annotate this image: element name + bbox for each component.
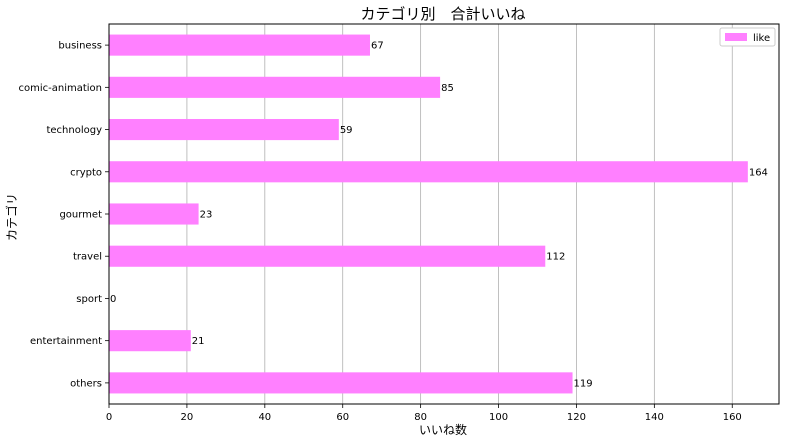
y-tick-label-entertainment: entertainment xyxy=(30,336,102,347)
data-label-technology: 59 xyxy=(340,125,353,136)
bar-crypto xyxy=(109,161,748,183)
data-label-travel: 112 xyxy=(546,252,565,263)
y-tick-label-others: others xyxy=(70,378,102,389)
y-tick-label-business: business xyxy=(58,41,102,52)
data-label-business: 67 xyxy=(371,41,384,52)
x-tick-label: 160 xyxy=(723,412,742,423)
data-label-sport: 0 xyxy=(110,294,116,305)
data-label-gourmet: 23 xyxy=(200,210,213,221)
bar-others xyxy=(109,372,573,394)
y-tick-label-crypto: crypto xyxy=(70,167,102,178)
x-axis-label: いいね数 xyxy=(419,422,467,437)
bar-business xyxy=(109,34,370,56)
x-tick-label: 40 xyxy=(258,412,271,423)
bar-entertainment xyxy=(109,330,191,352)
data-labels: 67 85 59 164 23 112 0 21 119 xyxy=(110,41,768,390)
chart-title: カテゴリ別 合計いいね xyxy=(360,5,525,23)
y-tick-label-sport: sport xyxy=(76,294,102,305)
data-label-others: 119 xyxy=(574,378,593,389)
x-tick-label: 60 xyxy=(336,412,349,423)
legend-label: like xyxy=(753,33,770,44)
x-tick-label: 80 xyxy=(414,412,427,423)
y-tick-label-technology: technology xyxy=(46,125,102,136)
y-tick-label-comic-animation: comic-animation xyxy=(18,83,102,94)
bar-technology xyxy=(109,119,339,141)
x-tick-label: 140 xyxy=(645,412,664,423)
x-tick-label: 0 xyxy=(106,412,112,423)
y-axis-label: カテゴリ xyxy=(4,193,19,241)
data-label-entertainment: 21 xyxy=(192,336,205,347)
y-tick-label-gourmet: gourmet xyxy=(59,210,102,221)
legend-swatch xyxy=(725,33,747,41)
plot-frame xyxy=(108,23,780,405)
bars xyxy=(109,34,748,394)
legend-box xyxy=(719,27,776,47)
x-tick-label: 120 xyxy=(567,412,586,423)
data-label-comic-animation: 85 xyxy=(441,83,454,94)
x-tick-label: 20 xyxy=(181,412,194,423)
x-tick-label: 100 xyxy=(489,412,508,423)
y-axis-ticks: business comic-animation technology crypto g… xyxy=(18,41,109,389)
bar-travel xyxy=(109,245,546,267)
bar-gourmet xyxy=(109,203,199,225)
legend: like xyxy=(719,27,776,47)
bar-comic-animation xyxy=(109,76,441,98)
data-label-crypto: 164 xyxy=(749,167,768,178)
x-axis-ticks: 0 20 40 60 80 100 120 140 160 xyxy=(106,404,742,423)
y-tick-label-travel: travel xyxy=(73,252,102,263)
